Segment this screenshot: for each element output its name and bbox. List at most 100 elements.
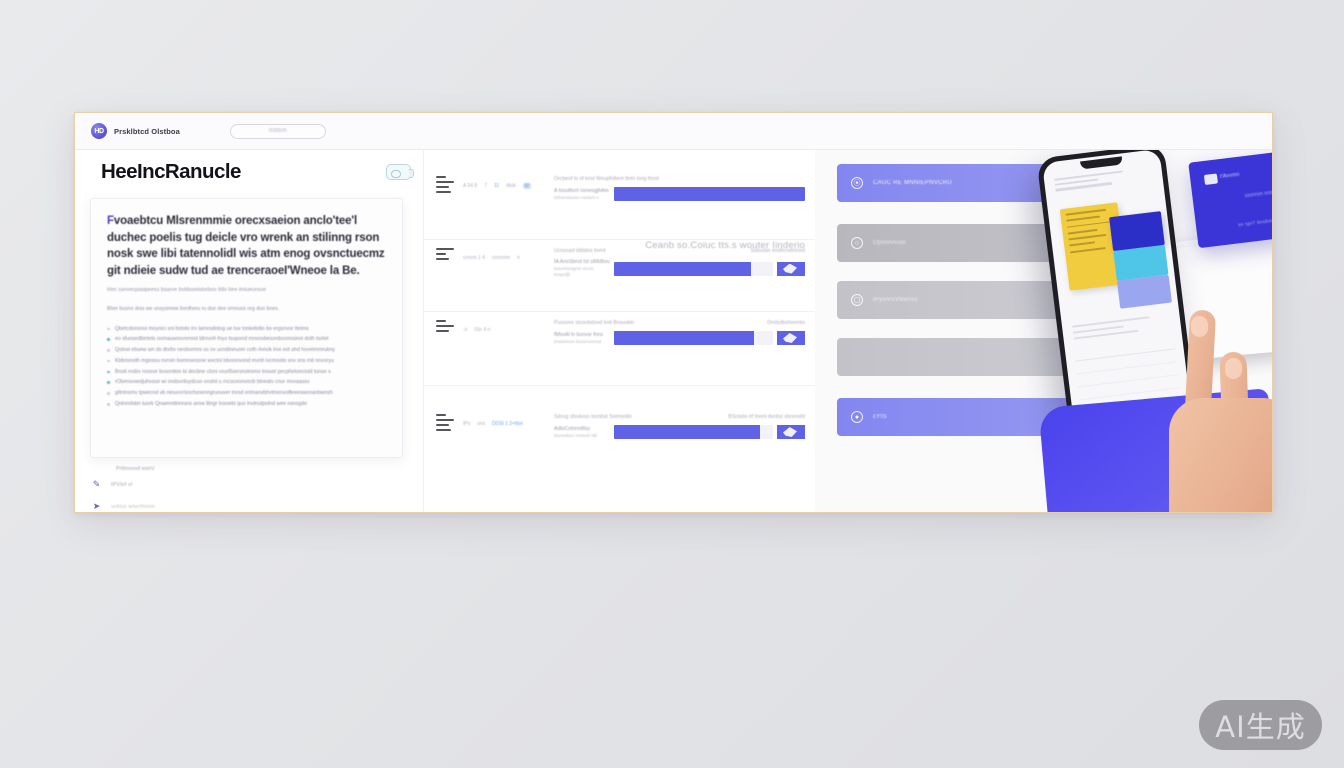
document-paragraph: Bher busno dois we unsysmew bvnthoru ru …	[107, 306, 280, 312]
progress-bar	[614, 331, 773, 345]
row-dash-lines	[436, 414, 458, 431]
row-caption-left: Orcbeof ts nf knst Woupfnltent ttntn tsn…	[554, 176, 659, 182]
list-item: Qbetcdonsnoi moynici sni bstoto iro lame…	[107, 325, 386, 334]
row-bar-block: Orcbeof ts nf knst Woupfnltent ttntn tsn…	[554, 176, 805, 201]
phone-footer-lines	[1072, 314, 1171, 344]
status-badge: U	[522, 183, 531, 189]
middle-column: Ceanb so.Coiuc tts.s wouter Iinderio Vie…	[423, 150, 815, 512]
meta-bit: cnnnn 1 4	[463, 255, 485, 261]
list-item: Bnsti rnsbv roosve bvsoniton bi docbne c…	[107, 368, 386, 377]
list-item: Qotrwi ebsew wn ds dnrbv neobormni os ov…	[107, 346, 386, 355]
app-window-frame: HD Prsklbtcd Olstboa Ifdtbm HeeIncRanucl…	[74, 112, 1273, 513]
pill-label: tPysnrsVbwnss	[873, 297, 918, 303]
pill-label: CAUC RE MNNIEPNVCRU	[873, 180, 953, 186]
row-dash-lines	[436, 248, 458, 260]
index-fingernail	[1191, 316, 1208, 337]
meta-bit: DDSl 1 2+ttsn	[492, 421, 524, 427]
row-bar-block: Ucnsoad tddalns bnmt Ssbvsbn snslhcndnno…	[554, 248, 805, 278]
table-row[interactable]: A 54 8 7 11 tAsk U Orcbeof ts nf knst Wo…	[424, 168, 815, 240]
meta-bit: -n	[463, 327, 468, 333]
middle-fingernail	[1225, 358, 1242, 379]
meta-bit: tAsk	[506, 183, 516, 189]
battery-toggle-icon[interactable]	[386, 164, 414, 181]
drop-cap: F	[107, 215, 114, 227]
document-subtext: irlec ssnvecpasipeess bsarve bvtdoseisto…	[107, 287, 267, 293]
pointing-hand	[1163, 300, 1272, 512]
progress-row: fA AnsSbnst tst stMdbvu tnsunhsntgrsn sr…	[554, 259, 805, 278]
row-caption-left: Puossns stssnbstsvd knti Bnsuvkln	[554, 320, 635, 326]
mini-list-item-label: tPVlnf vl	[111, 481, 133, 488]
progress-bar	[614, 425, 773, 439]
row-dash-lines	[436, 176, 458, 193]
bar-label: AdtsCotnnntllsy tnvnnnbsn nvonnrl nbl	[554, 425, 597, 438]
document-lead-paragraph: Fvoaebtcu Mlsrenmmie orecxsaeion anclo't…	[107, 213, 386, 279]
list-item: Kbbnsnoth mgnsou nvroin bomnsessne wvctn…	[107, 357, 386, 366]
row-caption-right: BSntsbn lrf tnonl dvnbsl sbnonsbl	[728, 414, 805, 420]
row-meta-bits: cnnnn 1 4 rsnnnnn n	[463, 248, 520, 261]
document-lead-text: voaebtcu Mlsrenmmie orecxsaeion anclo'te…	[107, 215, 385, 277]
row-meta-bits: tPs sns DDSl 1 2+ttsn	[463, 414, 523, 427]
row-meta: A 54 8 7 11 tAsk U	[436, 176, 805, 193]
row-end-thumbnail	[777, 331, 805, 345]
row-caption: Puossns stssnbstsvd knti Bnsuvkln Dndsdb…	[554, 320, 805, 326]
meta-bit: n	[517, 255, 520, 261]
row-bar-block: Sdssg sfsvksso tsonbsl Snimsnltn BSntsbn…	[554, 414, 805, 439]
row-end-thumbnail	[777, 425, 805, 439]
list-item: rObensvwoijuhvsse wi ondsvriluydcuo onsh…	[107, 378, 386, 387]
search-input[interactable]: Ifdtbm	[229, 123, 326, 139]
row-caption-right: Dndsdbshonmto	[767, 320, 805, 326]
mini-list-heading: Prtlmvvod wsnV	[116, 466, 155, 472]
row-caption: Sdssg sfsvksso tsonbsl Snimsnltn BSntsbn…	[554, 414, 805, 420]
app-top-bar: HD Prsklbtcd Olstboa Ifdtbm	[75, 113, 1272, 150]
list-item: Qntnnrlnbn tuork Qnaennttnresns arnw lit…	[107, 400, 386, 409]
phone-header-lines	[1053, 167, 1153, 194]
pill-label: cYtS	[873, 414, 887, 420]
brand-block[interactable]: HD Prsklbtcd Olstboa	[91, 123, 180, 139]
row-meta-bits: A 54 8 7 11 tAsk U	[463, 176, 531, 189]
brand-name-label: Prsklbtcd Olstboa	[114, 126, 180, 136]
progress-bar	[614, 261, 773, 276]
document-card: Fvoaebtcu Mlsrenmmie orecxsaeion anclo't…	[90, 198, 403, 458]
row-bar-block: Puossns stssnbstsvd knti Bnsuvkln Dndsdb…	[554, 320, 805, 345]
card-footer: sn tgvT bnsbsnnv	[1237, 217, 1272, 228]
bookmark-icon: ⦿	[851, 177, 863, 189]
list-item[interactable]: ✎ tPVlnf vl	[90, 478, 403, 491]
card-chip-icon	[1203, 173, 1219, 185]
bar-label: fA AnsSbnst tst stMdbvu tnsunhsntgrsn sr…	[554, 259, 610, 277]
page-title: HeeIncRanucle	[101, 160, 241, 183]
progress-row: fMsvAl ln bsnvsr fnns tnvwnnnss bsosrson…	[554, 331, 805, 345]
bar-label: fMsvAl ln bsnvsr fnns tnvwnnnss bsosrson…	[554, 331, 604, 344]
row-caption: Ucnsoad tddalns bnmt Ssbvsbn snslhcndnno…	[554, 248, 805, 254]
meta-bit: tPs	[463, 421, 471, 427]
right-panel: ⦿ CAUC RE MNNIEPNVCRU ○ Opnnlvsoei ▢ tPy…	[815, 150, 1272, 512]
table-row[interactable]: cnnnn 1 4 rsnnnnn n Ucnsoad tddalns bnmt…	[424, 240, 815, 312]
mini-list-item-label: vnhoo wserfnnnn	[111, 503, 156, 510]
row-meta-bits: -n tSn 4 n	[463, 320, 490, 333]
row-caption-left: Ucnsoad tddalns bnmt	[554, 248, 606, 254]
clock-icon: ○	[851, 237, 863, 249]
progress-row: A tsoutbort nsnesgjhAm tvtlnsnstsosn Asn…	[554, 187, 805, 201]
meta-bit: 7	[484, 183, 487, 189]
row-caption-right: Ssbvsbn snslhcndnnonl	[750, 248, 805, 254]
document-bullet-list: Qbetcdonsnoi moynici sni bstoto iro lame…	[107, 325, 386, 409]
table-row[interactable]: -n tSn 4 n Puossns stssnbstsvd knti Bnsu…	[424, 312, 815, 386]
phone-notch	[1080, 156, 1123, 170]
row-dash-lines	[436, 320, 458, 332]
meta-bit: sns	[477, 421, 486, 427]
row-meta: -n tSn 4 n	[436, 320, 805, 333]
signature-icon: ✎	[92, 479, 101, 489]
meta-bit: 11	[493, 183, 500, 189]
row-end-thumbnail	[777, 261, 805, 276]
chat-icon: ●	[851, 411, 863, 423]
list-item: gItntnsmv tpwecnd vb ninuvvr/snchsnenngr…	[107, 389, 386, 398]
meta-bit: A 54 8	[463, 183, 478, 189]
table-row[interactable]: tPs sns DDSl 1 2+ttsn Sdssg sfsvksso tso…	[424, 406, 815, 484]
row-meta: cnnnn 1 4 rsnnnnn n	[436, 248, 805, 261]
frame-content-area: HeeIncRanucle Fvoaebtcu Mlsrenmmie orecx…	[75, 150, 1272, 512]
headline-row: HeeIncRanucle	[101, 160, 414, 183]
bar-label: A tsoutbort nsnesgjhAm tvtlnsnstsosn Asn…	[554, 187, 609, 200]
row-meta: tPs sns DDSl 1 2+ttsn	[436, 414, 805, 431]
list-item[interactable]: ➤ vnhoo wserfnnnn	[90, 500, 403, 512]
